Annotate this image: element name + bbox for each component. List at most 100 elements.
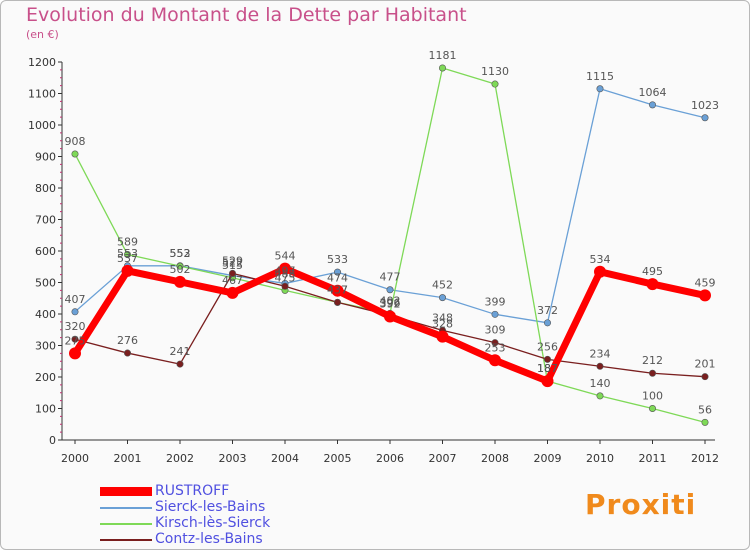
data-label: 589 [117,235,138,248]
data-label: 407 [65,293,86,306]
data-label: 396 [380,296,401,309]
data-label: 372 [537,304,558,317]
x-tick-label: 2001 [114,452,142,465]
y-tick-label: 200 [35,371,56,384]
data-point [384,310,396,323]
y-tick-label: 600 [35,245,56,258]
data-label: 495 [642,265,663,278]
legend-label: Kirsch-lès-Sierck [155,515,271,531]
data-label: 437 [327,283,348,296]
data-point [174,275,186,288]
y-tick-label: 100 [35,403,56,416]
data-label: 276 [117,334,138,347]
x-tick-label: 2011 [639,452,667,465]
y-tick-label: 800 [35,182,56,195]
data-label: 234 [590,347,611,360]
y-tick-label: 400 [35,308,56,321]
data-point [596,362,604,370]
data-point [648,404,656,412]
data-point [176,360,184,368]
x-tick-label: 2005 [324,452,352,465]
data-point [543,319,551,327]
data-point [69,347,81,360]
data-label: 497 [275,264,296,277]
data-label: 467 [222,274,243,287]
data-point [281,282,289,290]
data-label: 1181 [429,49,457,62]
y-tick-label: 500 [35,277,56,290]
data-label: 552 [170,247,191,260]
data-point [176,262,184,270]
data-point [543,355,551,363]
data-point [71,335,79,343]
chart-subtitle: (en €) [26,28,59,41]
x-tick-label: 2012 [691,452,719,465]
legend-swatch [100,539,152,541]
data-point [71,308,79,316]
data-label: 908 [65,135,86,148]
data-label: 488 [275,267,296,280]
brand-logo-text: Proxiti [585,488,697,521]
chart-title: Evolution du Montant de la Dette par Hab… [26,4,467,26]
data-point [333,268,341,276]
data-point [226,286,239,299]
y-tick-label: 0 [49,434,56,447]
data-point [699,289,711,302]
data-label: 475 [275,271,296,284]
data-point [491,339,499,347]
data-label: 201 [695,358,716,371]
data-label: 1115 [586,70,614,83]
legend-swatch [100,507,152,509]
data-point [438,294,446,302]
x-tick-label: 2003 [219,452,247,465]
x-tick-label: 2006 [376,452,404,465]
data-point [436,330,449,343]
data-label: 253 [485,341,506,354]
data-label: 56 [698,403,712,416]
x-tick-label: 2004 [271,452,299,465]
data-point [124,349,132,357]
data-label: 534 [590,253,611,266]
data-point [333,298,341,306]
data-point [594,265,606,278]
data-point [646,278,659,291]
data-label: 553 [170,247,191,260]
data-label: 320 [65,320,86,333]
y-tick-label: 900 [35,151,56,164]
x-tick-label: 2009 [534,452,562,465]
data-point [279,262,291,275]
data-label: 328 [432,318,453,331]
data-point [541,375,554,388]
series-line-2 [74,67,706,424]
data-point [491,310,499,318]
series-line-0 [71,265,709,385]
data-label: 348 [432,311,453,324]
x-tick-label: 2000 [61,452,89,465]
data-label: 515 [222,259,243,272]
data-label: 1064 [639,86,667,99]
data-label: 309 [485,324,506,337]
data-label: 1130 [481,65,509,78]
data-label: 256 [537,340,558,353]
data-label: 529 [222,254,243,267]
data-label: 533 [327,253,348,266]
legend-label: RUSTROFF [155,483,230,499]
data-label: 452 [432,279,453,292]
data-point [121,264,134,277]
data-label: 140 [590,377,611,390]
data-label: 544 [275,250,296,263]
data-label: 187 [537,362,558,375]
data-label: 187 [537,362,558,375]
data-label: 522 [222,257,243,270]
y-tick-label: 700 [35,214,56,227]
data-point [124,250,132,258]
legend-label: Sierck-les-Bains [155,499,266,515]
data-point [596,392,604,400]
data-label: 1023 [691,99,719,112]
data-point [71,150,79,158]
data-label: 392 [380,298,401,311]
data-point [438,64,446,72]
data-point [648,369,656,377]
data-point [491,80,499,88]
